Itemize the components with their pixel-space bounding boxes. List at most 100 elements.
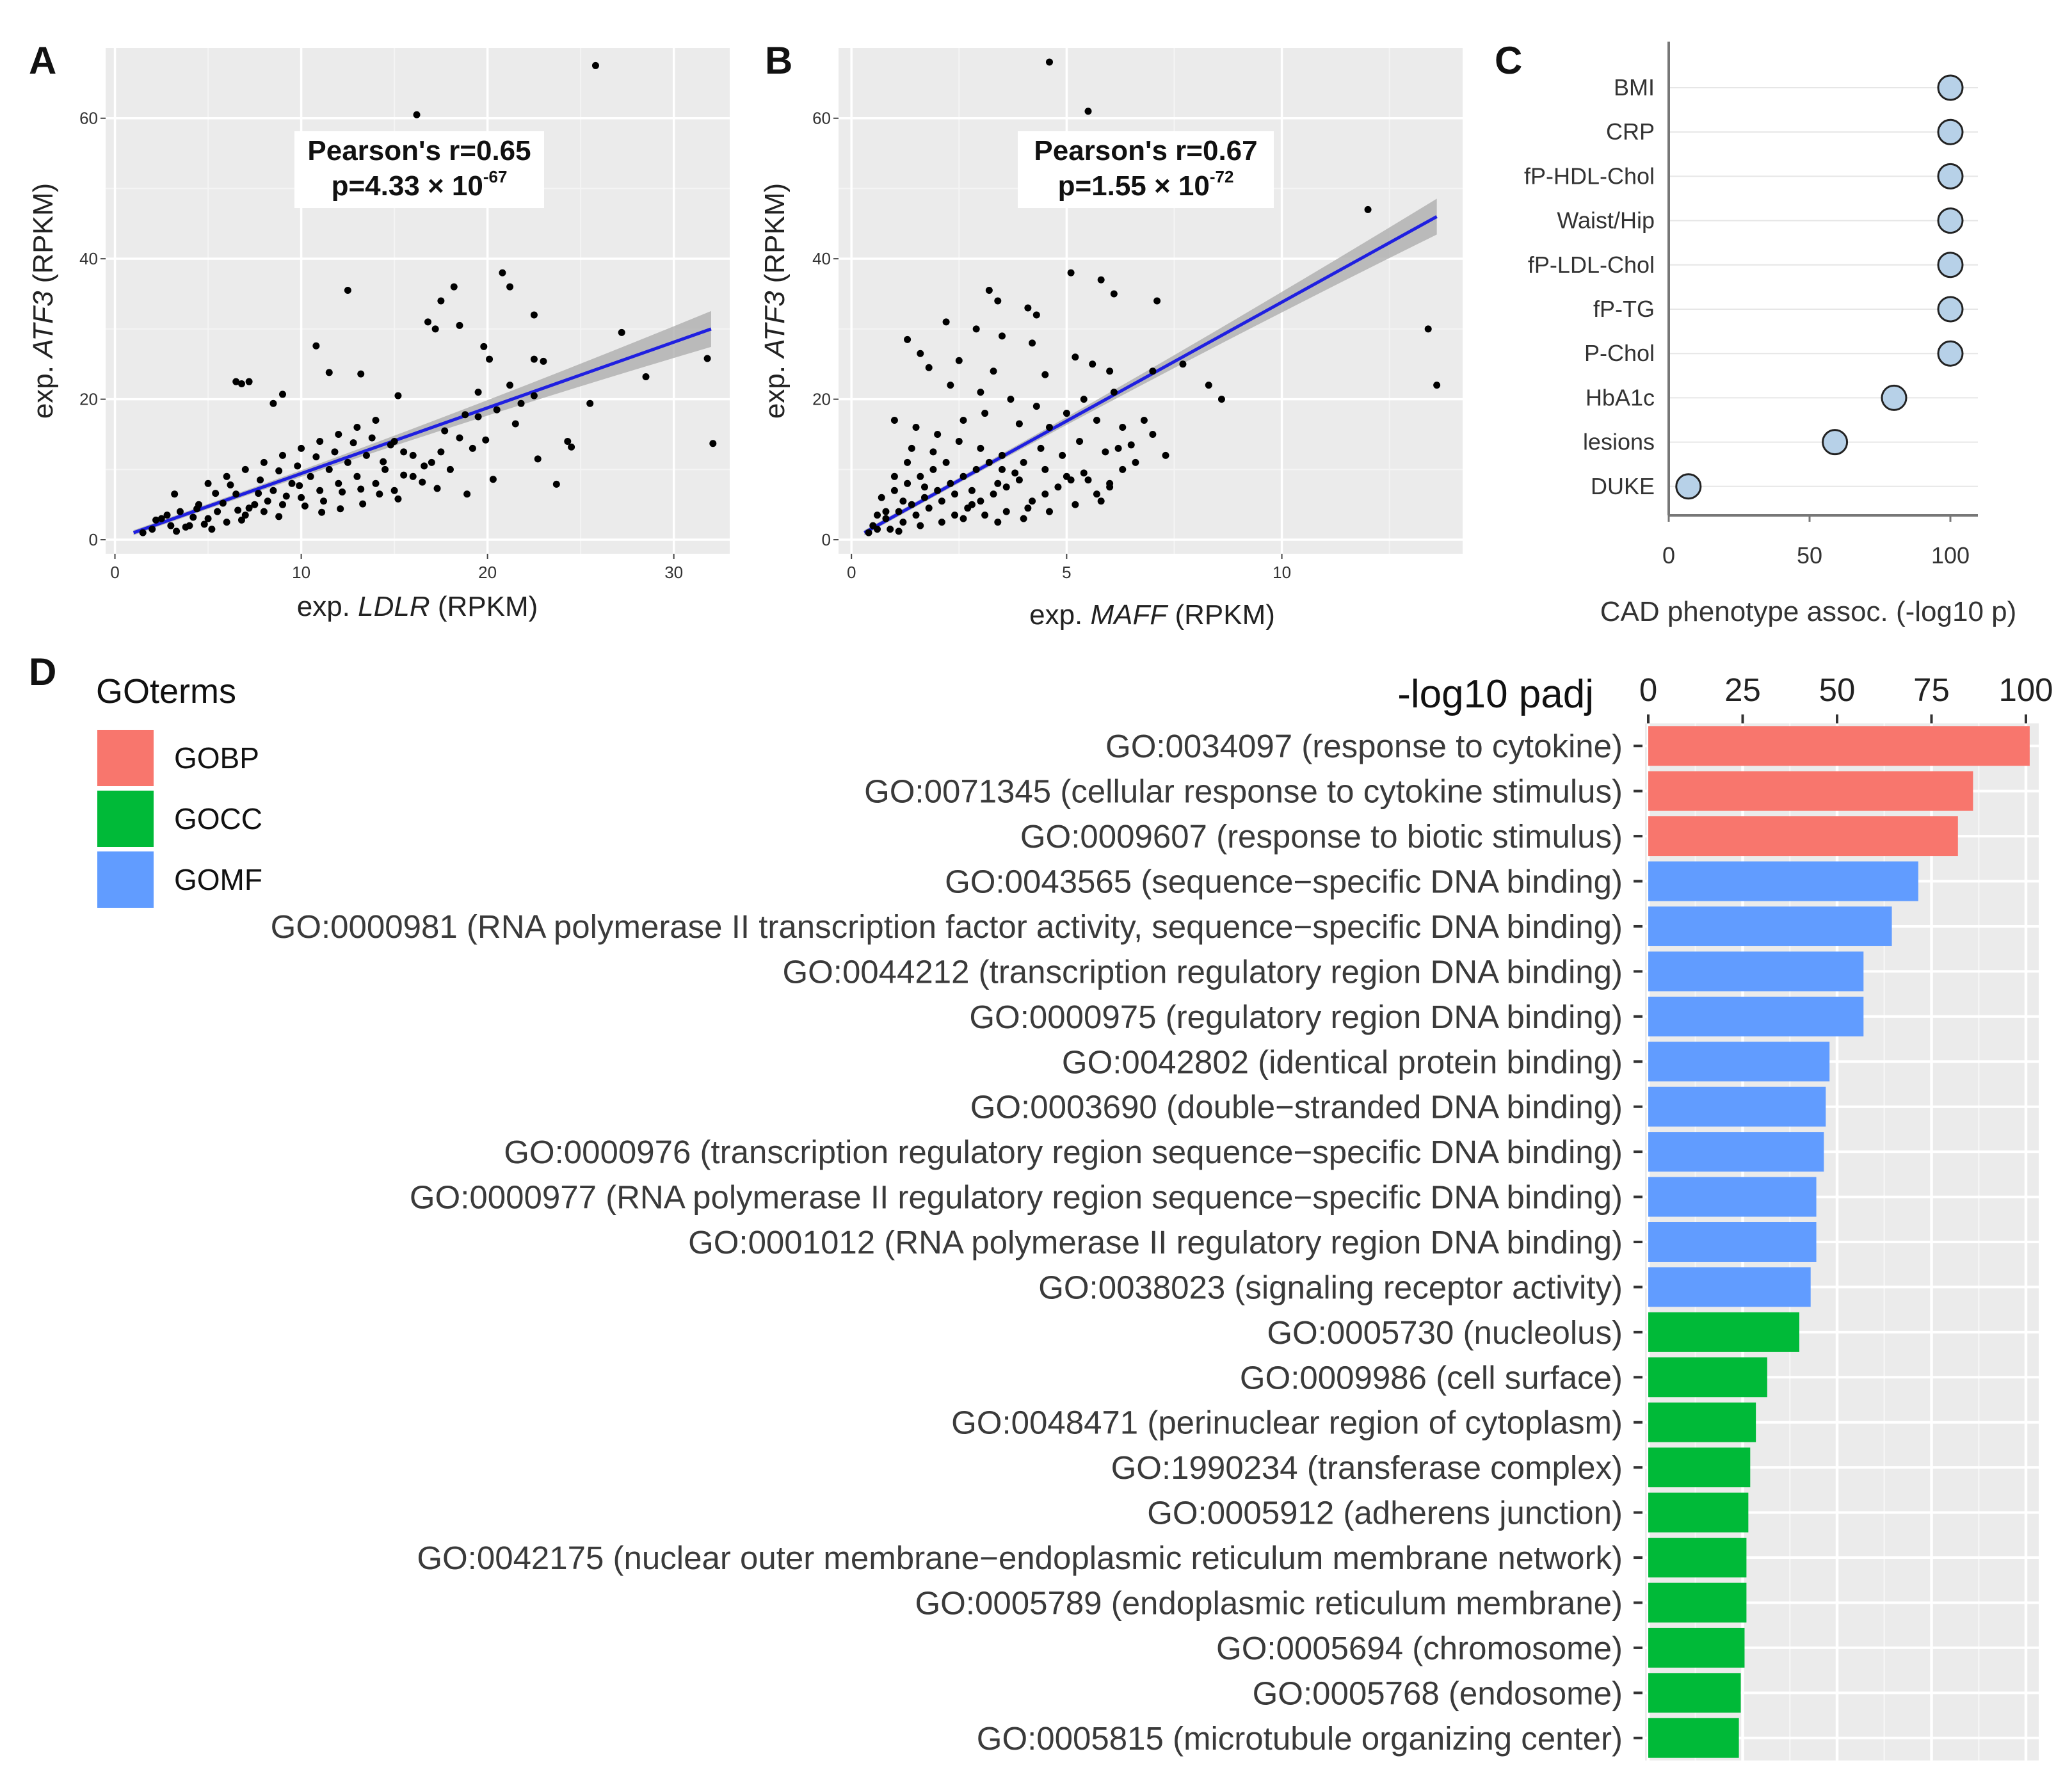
b-point — [1097, 276, 1105, 284]
b-point — [1132, 458, 1139, 466]
a-point — [540, 357, 547, 365]
a-point — [171, 490, 179, 498]
a-point — [530, 311, 538, 319]
d-bar — [1648, 996, 1864, 1036]
a-point — [450, 283, 458, 291]
panel-b-points — [865, 58, 1441, 536]
a-point — [204, 515, 212, 522]
legend-swatch — [97, 791, 154, 847]
a-point — [316, 487, 324, 494]
d-bar — [1648, 1583, 1747, 1623]
b-point — [1054, 483, 1062, 491]
a-point — [167, 522, 175, 529]
b-point — [917, 472, 924, 480]
b-point — [960, 417, 967, 424]
d-bar — [1648, 1492, 1749, 1533]
d-bar — [1648, 1627, 1745, 1668]
d-bar — [1648, 1312, 1799, 1352]
a-point — [237, 380, 245, 387]
d-bar — [1648, 1718, 1739, 1758]
a-point — [586, 399, 594, 407]
panel-b-plot-area — [839, 48, 1463, 554]
b-point — [1072, 501, 1079, 508]
b-point — [1179, 360, 1187, 368]
d-bar — [1648, 726, 2030, 766]
a-point — [456, 321, 463, 329]
a-point — [212, 490, 220, 497]
a-point — [234, 506, 242, 514]
c-category-label: P-Chol — [1584, 340, 1655, 366]
b-point — [1424, 325, 1432, 333]
b-point — [951, 490, 959, 498]
b-xtick-label: 10 — [1273, 563, 1291, 582]
b-point — [895, 528, 903, 535]
b-point — [934, 430, 942, 438]
a-point — [394, 495, 402, 503]
b-point — [1045, 508, 1053, 515]
b-point — [985, 458, 993, 466]
b-point — [1020, 458, 1027, 466]
b-point — [874, 526, 881, 533]
c-category-label: fP-TG — [1593, 296, 1655, 322]
panel-b-xlabel: exp. MAFF (RPKM) — [1029, 599, 1275, 631]
a-point — [331, 448, 339, 456]
a-point — [320, 497, 328, 505]
a-point — [298, 494, 305, 501]
b-point — [899, 519, 907, 526]
a-point — [232, 490, 240, 498]
a-point — [421, 462, 428, 470]
panel-a-ticks: 0 10 20 30 0 20 40 60 — [79, 109, 683, 582]
d-category-label: GO:0044212 (transcription regulatory reg… — [782, 953, 1623, 990]
panel-a-annotation-r: Pearson's r=0.65 — [307, 135, 531, 166]
d-bar — [1648, 1132, 1824, 1172]
b-point — [1024, 304, 1032, 312]
a-point — [441, 427, 449, 435]
b-point — [1041, 371, 1049, 378]
d-bar — [1648, 816, 1958, 857]
a-point — [335, 480, 342, 487]
b-point — [1032, 311, 1040, 319]
b-point — [968, 501, 976, 508]
b-point — [1205, 382, 1212, 389]
a-point — [204, 480, 212, 487]
panel-b-fit — [863, 198, 1438, 536]
a-confidence-band — [133, 310, 711, 536]
b-xtick-label: 0 — [847, 563, 856, 582]
a-point — [278, 451, 286, 459]
a-point — [552, 480, 560, 488]
a-point — [173, 528, 181, 535]
d-category-label: GO:0001012 (RNA polymerase II regulatory… — [688, 1224, 1623, 1261]
b-point — [1041, 490, 1049, 498]
a-point — [296, 482, 303, 490]
panel-d-bars — [1648, 726, 2030, 1758]
a-point — [163, 512, 171, 519]
d-bar — [1648, 1357, 1767, 1398]
a-point — [325, 465, 333, 473]
b-point — [1067, 269, 1075, 277]
c-category-label: CRP — [1606, 118, 1655, 145]
a-point — [359, 500, 367, 508]
b-point — [1433, 382, 1441, 389]
b-point — [977, 444, 984, 452]
legend-label: GOCC — [174, 802, 262, 835]
b-point — [890, 417, 898, 424]
c-category-label: lesions — [1583, 429, 1655, 455]
panel-b-annotation-box — [1018, 131, 1274, 208]
panel-d-barchart: D GOterms GOBP GOCC GOMF -log10 padj 0 25 50… — [29, 650, 2053, 1761]
a-point — [337, 505, 344, 513]
panel-a-points — [139, 61, 717, 536]
a-point — [157, 515, 165, 522]
b-point — [917, 350, 924, 357]
b-point — [994, 480, 1002, 487]
b-point — [1217, 396, 1225, 403]
c-dot — [1881, 384, 1907, 411]
a-point — [316, 437, 324, 445]
b-point — [938, 519, 945, 526]
a-point — [282, 492, 290, 500]
b-point — [1059, 451, 1066, 459]
b-point — [895, 508, 903, 515]
a-point — [264, 497, 271, 505]
a-point — [642, 373, 650, 380]
panel-d-xaxis-title: -log10 padj — [1397, 672, 1594, 716]
b-point — [955, 357, 963, 364]
